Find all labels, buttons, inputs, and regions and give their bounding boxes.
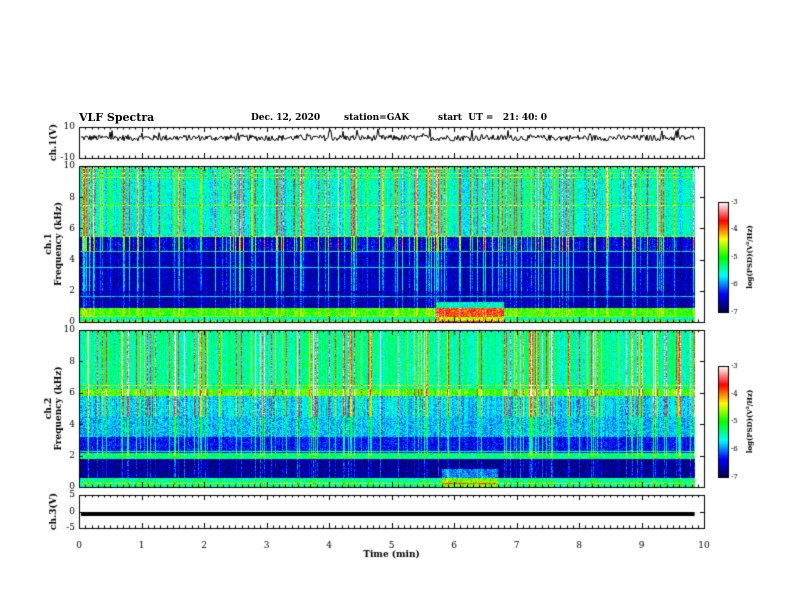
- station-label: station=GAK: [344, 113, 410, 123]
- start-time-label: start UT = 21: 40: 0: [438, 113, 548, 123]
- date-label: Dec. 12, 2020: [251, 113, 321, 123]
- figure-title: VLF Spectra: [79, 111, 155, 124]
